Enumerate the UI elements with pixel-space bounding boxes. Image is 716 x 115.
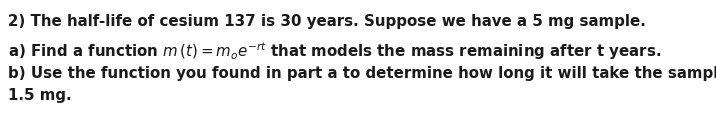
Text: 1.5 mg.: 1.5 mg. [8, 87, 72, 102]
Text: 2) The half-life of cesium 137 is 30 years. Suppose we have a 5 mg sample.: 2) The half-life of cesium 137 is 30 yea… [8, 14, 646, 29]
Text: a) Find a function $\mathit{m}\,(t) = m_o e^{-rt}$ that models the mass remainin: a) Find a function $\mathit{m}\,(t) = m_… [8, 40, 662, 61]
Text: b) Use the function you found in part a to determine how long it will take the s: b) Use the function you found in part a … [8, 65, 716, 80]
